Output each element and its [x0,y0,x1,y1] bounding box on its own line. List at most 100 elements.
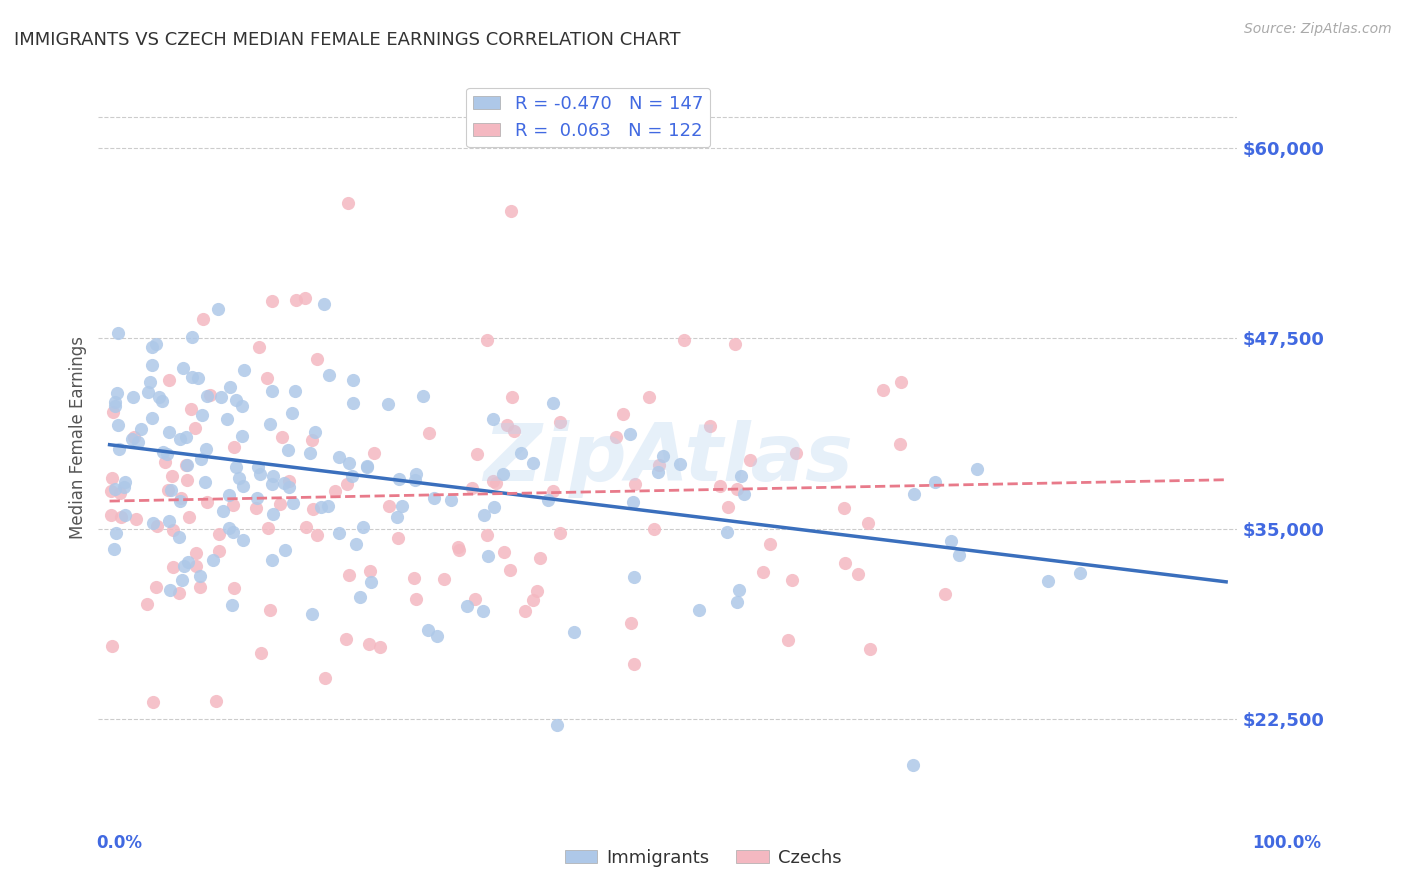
Point [100,484,122,499]
Point [776,632,799,647]
Point [328,525,350,540]
Point [356,458,378,473]
Point [335,632,357,646]
Point [903,487,925,501]
Point [256,370,278,384]
Point [903,757,925,772]
Point [271,430,294,444]
Point [188,580,211,594]
Point [738,452,761,467]
Point [482,412,505,426]
Point [141,340,163,354]
Point [169,432,191,446]
Point [169,530,191,544]
Point [464,591,486,606]
Point [262,507,284,521]
Point [785,446,807,460]
Point [125,511,148,525]
Point [233,363,256,377]
Point [510,446,533,460]
Point [157,425,180,439]
Point [859,642,882,657]
Point [492,467,515,481]
Point [305,351,328,366]
Point [155,455,177,469]
Point [197,495,219,509]
Point [668,458,690,472]
Point [173,558,195,573]
Point [157,374,180,388]
Point [176,473,198,487]
Text: 0.0%: 0.0% [97,834,142,852]
Point [246,491,269,506]
Point [103,541,125,556]
Point [228,471,250,485]
Point [477,528,499,542]
Point [209,390,232,404]
Point [218,380,240,394]
Point [492,544,515,558]
Point [284,384,307,398]
Point [177,555,200,569]
Point [162,559,184,574]
Point [221,599,243,613]
Point [107,326,129,340]
Point [725,482,748,496]
Point [256,521,278,535]
Point [643,521,665,535]
Point [208,527,231,541]
Point [502,424,524,438]
Point [177,510,200,524]
Point [277,443,299,458]
Point [412,389,434,403]
Point [167,586,190,600]
Point [725,595,748,609]
Point [262,468,284,483]
Point [647,466,669,480]
Point [127,434,149,449]
Point [247,460,270,475]
Point [872,383,894,397]
Point [547,717,569,731]
Point [416,623,439,637]
Point [360,575,382,590]
Point [1069,566,1091,580]
Point [108,442,131,456]
Text: 100.0%: 100.0% [1251,834,1322,852]
Point [114,508,136,522]
Point [439,492,461,507]
Point [152,444,174,458]
Point [342,373,364,387]
Point [231,429,253,443]
Point [222,581,245,595]
Point [472,508,495,523]
Point [250,646,273,660]
Point [208,544,231,558]
Point [122,430,145,444]
Point [301,607,323,621]
Point [318,368,340,382]
Point [499,563,522,577]
Point [359,564,381,578]
Point [475,333,498,347]
Point [548,526,571,541]
Point [218,488,240,502]
Point [316,499,339,513]
Point [174,458,197,472]
Point [385,510,408,524]
Point [363,446,385,460]
Point [187,371,209,385]
Point [247,340,270,354]
Point [294,519,316,533]
Point [834,556,856,570]
Point [260,293,283,308]
Point [184,559,207,574]
Point [620,615,643,630]
Point [529,550,551,565]
Point [169,494,191,508]
Point [728,582,751,597]
Point [948,549,970,563]
Point [184,546,207,560]
Point [121,433,143,447]
Point [301,502,323,516]
